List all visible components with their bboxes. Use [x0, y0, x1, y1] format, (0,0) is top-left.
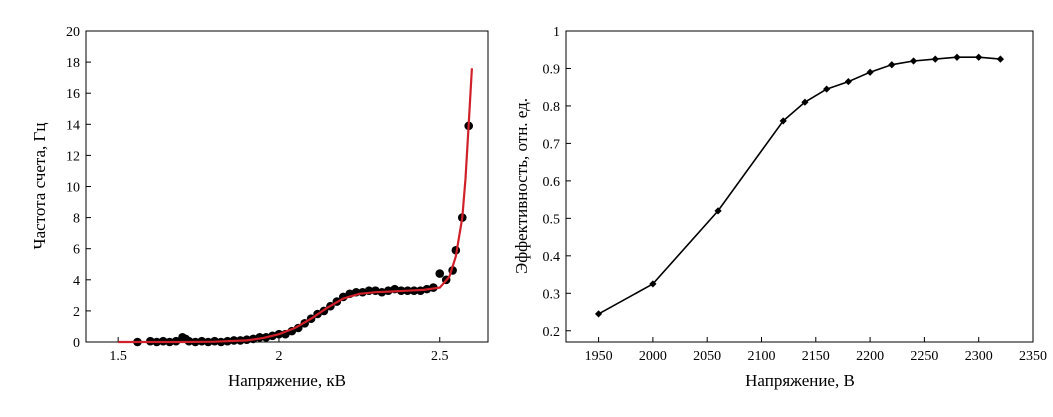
count-rate-fit-line	[118, 68, 473, 344]
chart1-y-axis-title: Частота счета, Гц	[30, 123, 49, 250]
chart1-y-tick-label: 10	[66, 181, 80, 196]
efficiency-data-point	[801, 98, 809, 106]
efficiency-data-point	[953, 53, 961, 61]
chart2-x-tick-label: 2100	[747, 349, 775, 364]
efficiency-data-point	[844, 77, 852, 86]
efficiency-data-point	[714, 207, 722, 215]
chart2-y-tick-label: 0.8	[543, 100, 561, 115]
chart2-x-tick-label: 2350	[1019, 349, 1047, 364]
chart1-x-tick-label: 2.5	[431, 349, 449, 364]
chart1-plot-frame	[85, 30, 489, 343]
efficiency-data-point	[975, 53, 983, 61]
chart2-y-tick-label: 0.4	[543, 250, 561, 265]
chart1-y-tick-label: 4	[73, 274, 80, 289]
efficiency-data-point	[823, 85, 831, 93]
efficiency-data-point	[866, 68, 874, 76]
chart1-x-tick-label: 2	[275, 349, 282, 364]
efficiency-data-point	[996, 55, 1005, 63]
chart1-x-tick-label: 1.5	[109, 349, 127, 364]
efficiency-data-point	[649, 280, 657, 288]
chart2-x-tick-label: 2250	[910, 349, 938, 364]
chart2-x-tick-label: 2200	[856, 349, 884, 364]
efficiency-data-point	[931, 55, 939, 63]
chart1-y-tick-label: 6	[73, 243, 80, 258]
chart1-x-axis-title: Напряжение, кВ	[228, 371, 346, 390]
chart1-y-tick-label: 16	[66, 87, 80, 102]
chart2-plot-frame	[565, 30, 1034, 343]
chart1-y-tick-label: 18	[66, 56, 80, 71]
chart2-y-tick-label: 0.7	[543, 137, 561, 152]
chart2-x-axis-title: Напряжение, В	[745, 371, 855, 390]
chart2-y-tick-label: 0.5	[543, 212, 561, 227]
chart1-y-tick-label: 0	[73, 336, 80, 351]
chart1-y-tick-label: 8	[73, 212, 80, 227]
chart1-y-tick-label: 12	[66, 149, 80, 164]
efficiency-data-point	[909, 57, 918, 65]
count-rate-chart: Напряжение, кВ Частота счета, Гц 1.5 2 2.5…	[30, 25, 489, 390]
chart2-y-axis-title: Эффективность, отн. ед.	[512, 98, 531, 274]
chart1-y-tick-label: 14	[66, 118, 80, 133]
efficiency-data-point	[888, 61, 896, 69]
efficiency-data-point	[779, 117, 787, 125]
chart2-x-tick-label: 2150	[802, 349, 830, 364]
chart2-x-tick-label: 2000	[639, 349, 667, 364]
efficiency-chart: Напряжение, В Эффективность, отн. ед. 19…	[512, 25, 1047, 390]
efficiency-data-point	[594, 310, 603, 318]
chart2-y-tick-label: 0.2	[543, 325, 561, 340]
chart2-y-tick-label: 0.9	[543, 62, 561, 77]
chart2-y-tick-label: 0.3	[543, 287, 561, 302]
chart2-x-tick-label: 1950	[585, 349, 613, 364]
chart1-y-tick-label: 2	[73, 305, 80, 320]
count-rate-data-point	[435, 269, 445, 278]
chart2-y-tick-label: 1	[553, 25, 560, 40]
efficiency-line	[598, 56, 1001, 315]
chart2-x-tick-label: 2300	[965, 349, 993, 364]
chart2-y-tick-label: 0.6	[543, 175, 561, 190]
chart1-y-tick-label: 20	[66, 25, 80, 40]
chart2-x-tick-label: 2050	[693, 349, 721, 364]
